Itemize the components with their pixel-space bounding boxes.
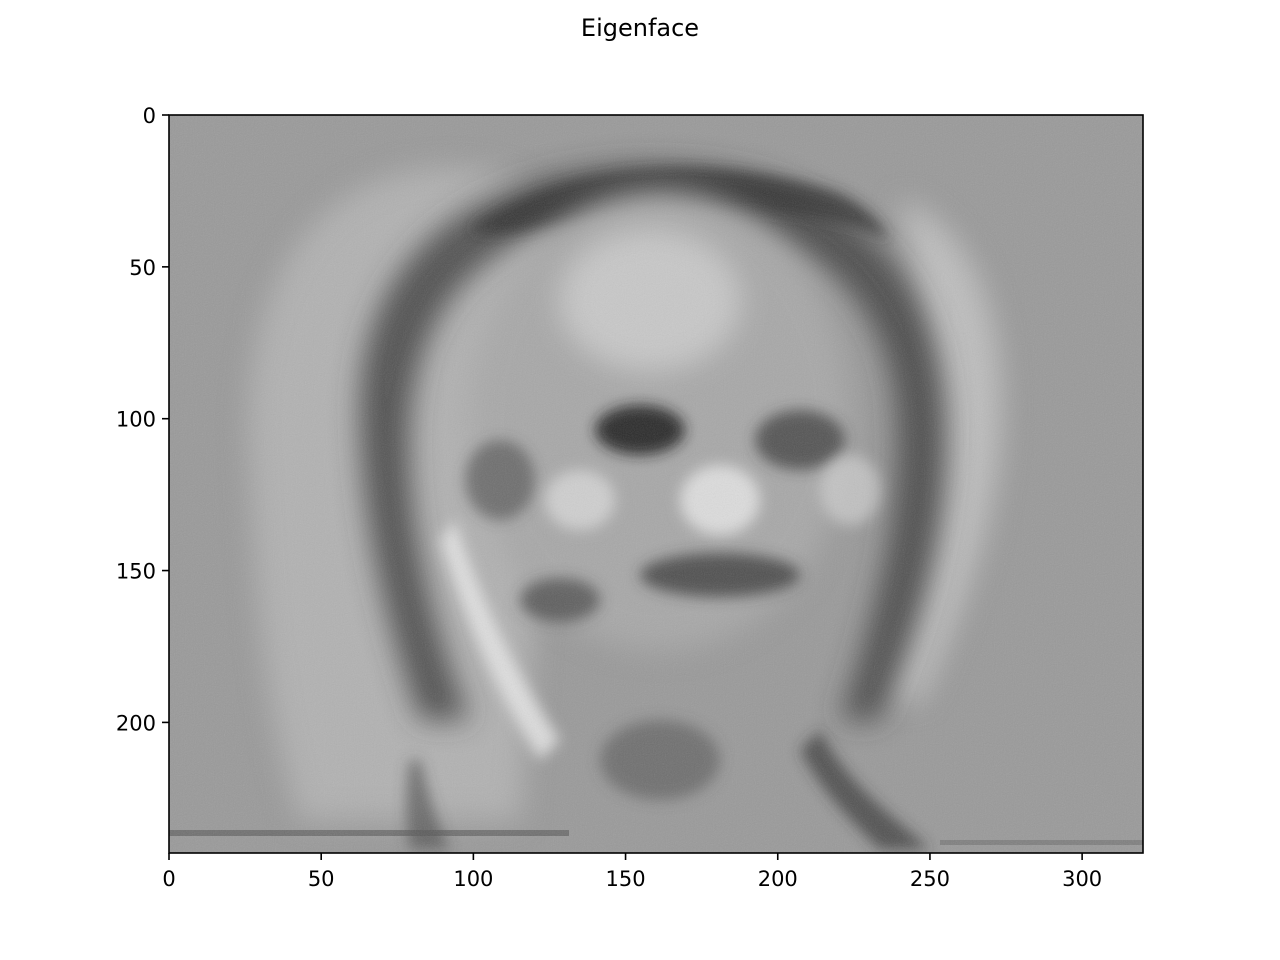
x-tick-label: 300 <box>1062 867 1102 891</box>
x-axis: 0 50 100 150 200 250 300 <box>162 853 1102 891</box>
eigenface-image <box>169 115 1143 853</box>
x-tick-label: 0 <box>162 867 175 891</box>
x-tick-label: 250 <box>910 867 950 891</box>
axes-frame <box>168 114 1144 854</box>
y-tick-label: 200 <box>116 711 156 735</box>
x-tick-label: 200 <box>758 867 798 891</box>
x-tick-label: 50 <box>308 867 335 891</box>
chart-title: Eigenface <box>580 14 700 42</box>
x-tick-label: 100 <box>453 867 493 891</box>
y-tick-label: 100 <box>116 408 156 432</box>
y-tick-label: 0 <box>143 104 156 128</box>
x-tick-label: 150 <box>606 867 646 891</box>
y-tick-label: 150 <box>116 560 156 584</box>
y-tick-label: 50 <box>129 256 156 280</box>
y-axis: 0 50 100 150 200 <box>116 104 169 735</box>
